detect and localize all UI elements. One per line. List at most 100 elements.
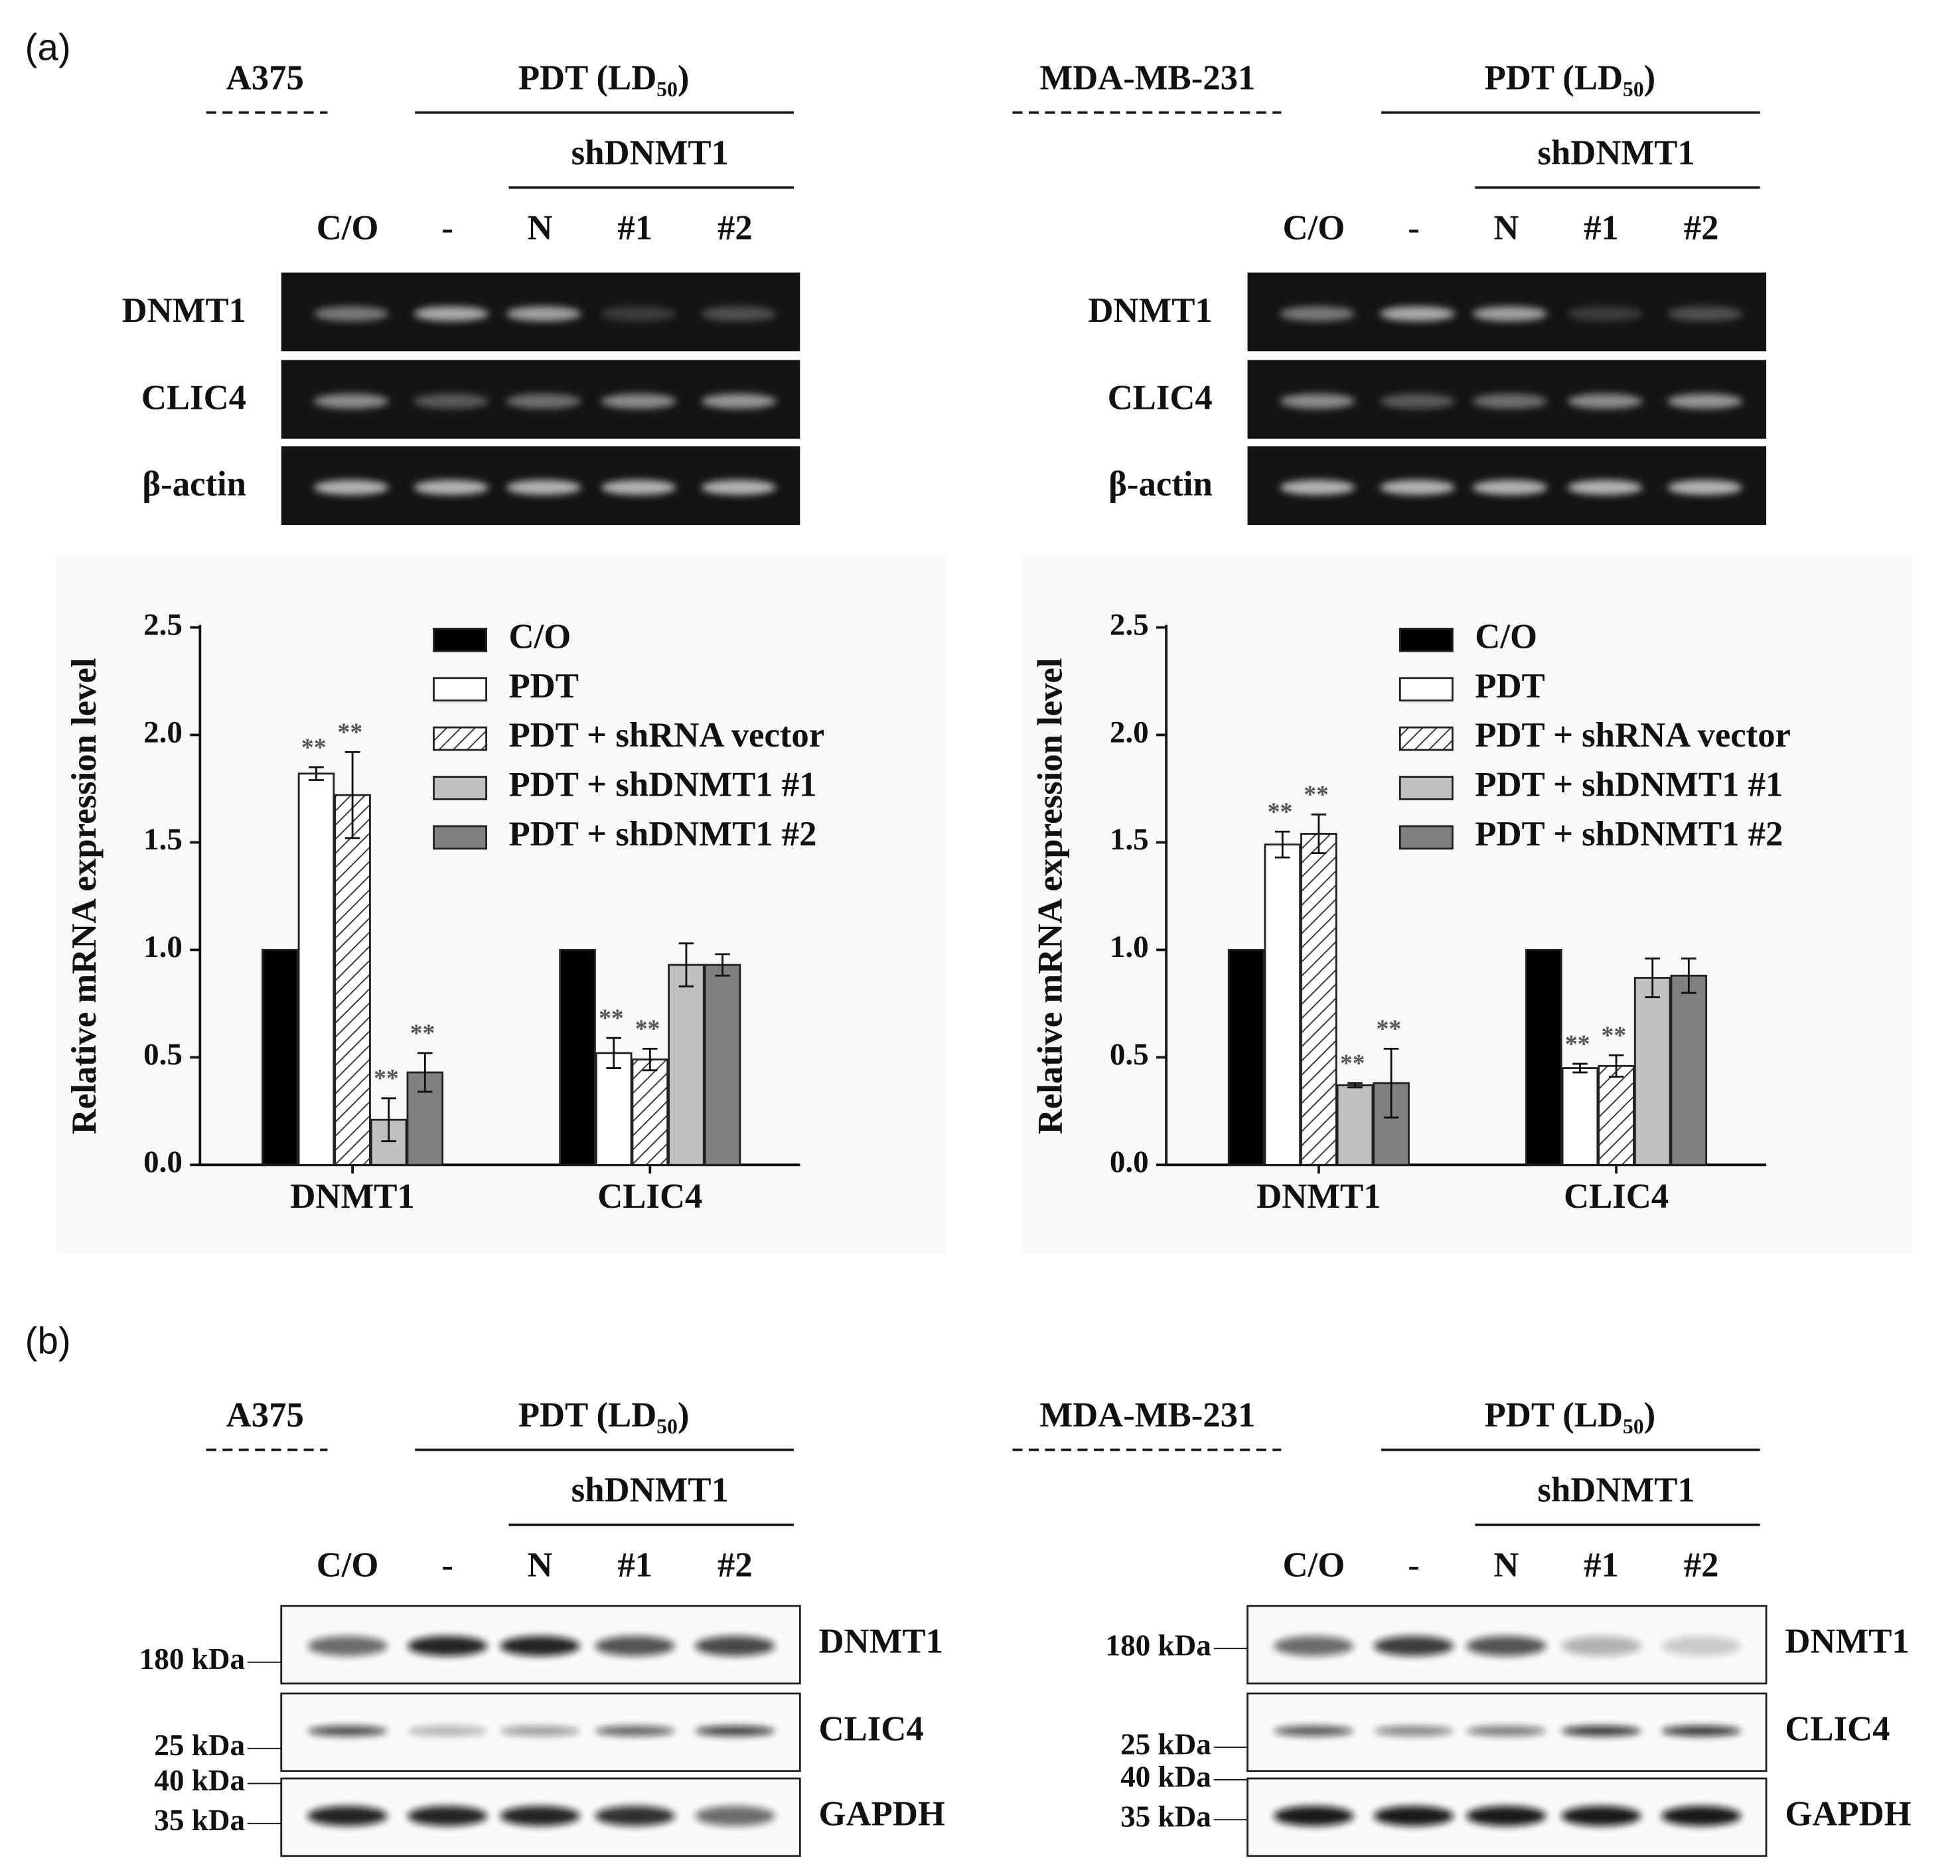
legend-label: PDT + shDNMT1 #2: [1475, 815, 1783, 853]
gel-band: [414, 394, 489, 409]
y-tick-label: 0.5: [1110, 1037, 1149, 1072]
bar: [668, 964, 705, 1166]
blot-band: [500, 1636, 580, 1656]
bar: [1670, 974, 1708, 1166]
treatment: PDT (LD₅₀): [518, 1396, 690, 1435]
lane-label: #2: [1684, 1546, 1719, 1585]
lane-label: #1: [617, 1546, 652, 1585]
gel-band: [701, 480, 777, 495]
marker-label: 180 kDa: [1105, 1629, 1211, 1662]
significance-label: **: [1304, 781, 1329, 809]
marker-label: 25 kDa: [1120, 1727, 1211, 1761]
bar: [1264, 843, 1302, 1166]
gel-band: [1472, 394, 1548, 409]
lane-label: #1: [1584, 1546, 1619, 1585]
x-tick-label: CLIC4: [1564, 1177, 1669, 1216]
blot-band: [1661, 1725, 1742, 1736]
gel-band: [1667, 306, 1743, 322]
gel-band: [414, 480, 489, 495]
legend-swatch: [433, 776, 488, 800]
legend-swatch: [1398, 726, 1454, 751]
chart-background: [1022, 556, 1913, 1254]
significance-label: **: [1340, 1050, 1365, 1078]
y-tick-label: 2.5: [1110, 607, 1149, 642]
legend-swatch: [1398, 825, 1454, 850]
gel-band: [506, 394, 581, 409]
bar: [1633, 977, 1671, 1166]
blot-band: [695, 1636, 775, 1656]
gel-band: [1280, 480, 1355, 495]
significance-label: **: [635, 1015, 660, 1043]
row-label: CLIC4: [1108, 379, 1213, 417]
gel-band: [1380, 306, 1456, 322]
gel-band: [1667, 394, 1743, 409]
gel-band: [1280, 394, 1355, 409]
legend-label: PDT + shDNMT1 #2: [508, 815, 816, 853]
lane-label: #2: [717, 1546, 753, 1585]
legend-label: PDT: [1475, 667, 1545, 705]
y-tick-label: 2.0: [143, 715, 183, 749]
legend-swatch: [1398, 776, 1454, 800]
significance-label: **: [337, 719, 362, 747]
bar: [334, 794, 371, 1166]
blot-band: [1661, 1636, 1742, 1656]
y-tick-label: 2.0: [1110, 715, 1149, 749]
gel-band: [414, 306, 489, 322]
bar: [559, 948, 596, 1166]
y-tick-label: 1.5: [143, 822, 183, 857]
treatment: PDT (LD₅₀): [1485, 59, 1656, 98]
row-label: β-actin: [142, 465, 246, 504]
significance-label: **: [1602, 1021, 1627, 1049]
lane-label: #1: [1584, 209, 1619, 248]
legend-swatch: [433, 627, 488, 652]
significance-label: **: [1377, 1015, 1402, 1043]
bar: [1227, 948, 1265, 1166]
knockdown: shDNMT1: [1537, 1471, 1695, 1510]
treatment: PDT (LD₅₀): [1485, 1396, 1656, 1435]
blot-band: [1274, 1636, 1354, 1656]
y-tick-label: 1.5: [1110, 822, 1149, 857]
lane-label: N: [1493, 209, 1519, 248]
row-label: DNMT1: [1088, 291, 1212, 330]
legend-swatch: [433, 726, 488, 751]
significance-label: **: [1565, 1030, 1590, 1058]
gel-band: [1567, 306, 1643, 322]
panel-label: (b): [25, 1320, 71, 1362]
marker-label: 40 kDa: [1120, 1760, 1211, 1793]
knockdown: shDNMT1: [571, 134, 729, 173]
row-label: CLIC4: [819, 1709, 924, 1748]
blot-band: [695, 1806, 775, 1826]
gel-band: [313, 480, 389, 495]
gel-band: [1380, 394, 1456, 409]
cell-line: MDA-MB-231: [1039, 1396, 1255, 1435]
marker-label: 35 kDa: [1120, 1800, 1211, 1834]
lane-label: N: [528, 1546, 553, 1585]
lane-label: C/O: [317, 209, 379, 248]
blot-band: [307, 1636, 388, 1656]
lane-label: N: [528, 209, 553, 248]
marker-label: 25 kDa: [154, 1729, 245, 1762]
row-label: GAPDH: [1785, 1794, 1911, 1833]
blot-band: [500, 1725, 580, 1736]
bar: [1598, 1064, 1635, 1166]
row-label: DNMT1: [1785, 1623, 1909, 1661]
legend-label: PDT + shDNMT1 #1: [1475, 766, 1783, 804]
blot-band: [1466, 1636, 1546, 1656]
lane-label: -: [1408, 209, 1420, 248]
significance-label: **: [1268, 798, 1293, 826]
bar: [1336, 1084, 1374, 1166]
x-tick-label: DNMT1: [290, 1177, 414, 1216]
cell-line: MDA-MB-231: [1039, 59, 1255, 98]
legend-label: PDT + shDNMT1 #1: [508, 766, 816, 804]
legend-label: PDT: [508, 667, 578, 705]
gel-band: [1280, 306, 1355, 322]
legend-swatch: [433, 825, 488, 850]
gel-band: [601, 480, 676, 495]
blot-band: [1561, 1806, 1641, 1826]
treatment: PDT (LD₅₀): [518, 59, 690, 98]
blot-band: [407, 1725, 488, 1736]
y-tick-label: 0.5: [143, 1037, 183, 1072]
row-label: DNMT1: [122, 291, 246, 330]
lane-label: -: [441, 209, 453, 248]
y-tick-label: 1.0: [1110, 930, 1149, 964]
